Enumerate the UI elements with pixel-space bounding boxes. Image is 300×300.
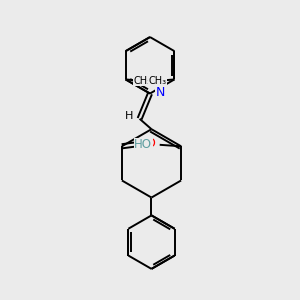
Text: CH₃: CH₃ [134,76,152,86]
Text: CH₃: CH₃ [148,76,166,86]
Text: HO: HO [134,138,152,151]
Text: O: O [145,137,155,150]
Text: N: N [155,86,165,99]
Text: H: H [125,111,133,122]
